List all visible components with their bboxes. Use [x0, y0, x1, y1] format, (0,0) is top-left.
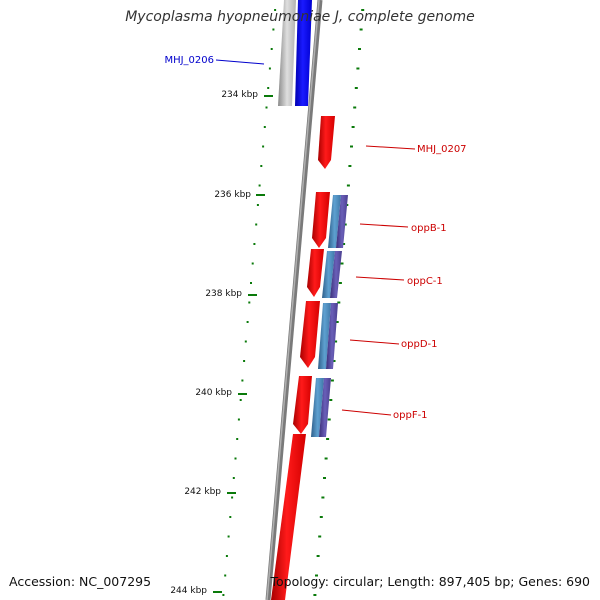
- outer-ring-dots: [313, 9, 365, 596]
- genome-title: Mycoplasma hyopneumoniae J, complete gen…: [125, 9, 475, 25]
- gene-feature-gray[interactable]: [278, 0, 296, 106]
- gene-label-oppb-1[interactable]: oppB-1: [411, 223, 447, 234]
- leader-line: [355, 276, 405, 281]
- inner-ring-dots: [222, 9, 277, 596]
- scale-tick-label: 244 kbp: [170, 586, 207, 596]
- gene-feature-oppd-1[interactable]: [300, 301, 320, 368]
- leader-line: [341, 409, 392, 416]
- gene-feature-mhj-0207[interactable]: [318, 116, 335, 169]
- gene-labels: MHJ_0206 MHJ_0207 oppB-1 oppC-1 oppD-1 o…: [164, 55, 466, 421]
- leader-line: [359, 223, 409, 228]
- gene-feature-oppf-1-slate[interactable]: [319, 378, 331, 437]
- gene-feature-oppc-1[interactable]: [307, 249, 324, 297]
- scale-tick-label: 236 kbp: [214, 190, 251, 200]
- scale-tick-label: 234 kbp: [221, 90, 258, 100]
- gene-label-oppf-1[interactable]: oppF-1: [393, 410, 428, 421]
- accession-text: Accession: NC_007295: [9, 574, 152, 589]
- gene-features: [271, 0, 348, 600]
- scale-tick-label: 240 kbp: [195, 388, 232, 398]
- gene-feature-oppb-1[interactable]: [312, 192, 330, 248]
- genome-backbone: [265, 0, 323, 600]
- gene-feature-oppb-1-steel[interactable]: [328, 195, 341, 248]
- leader-line: [365, 145, 416, 150]
- gene-feature-mhj-0206[interactable]: [295, 0, 312, 106]
- gene-label-oppc-1[interactable]: oppC-1: [407, 276, 443, 287]
- genome-stats-text: Topology: circular; Length: 897,405 bp; …: [270, 574, 591, 589]
- gene-label-mhj-0206[interactable]: MHJ_0206: [164, 55, 214, 66]
- gene-label-oppd-1[interactable]: oppD-1: [401, 339, 437, 350]
- gene-feature-oppc-1-steel[interactable]: [322, 251, 335, 298]
- gene-feature-oppc-1-slate[interactable]: [330, 251, 342, 298]
- gene-feature-oppb-1-slate[interactable]: [336, 195, 348, 248]
- gene-label-mhj-0207[interactable]: MHJ_0207: [417, 144, 467, 155]
- gene-feature-oppf-1-steel[interactable]: [311, 378, 324, 437]
- leader-line: [215, 59, 265, 65]
- scale-tick-label: 242 kbp: [184, 487, 221, 497]
- gene-feature-oppd-1-slate[interactable]: [326, 303, 338, 369]
- scale-tick-label: 238 kbp: [205, 289, 242, 299]
- gene-feature-oppd-1-steel[interactable]: [318, 303, 331, 369]
- gene-feature-long-forward[interactable]: [271, 434, 306, 600]
- scale-ticks: 234 kbp 236 kbp 238 kbp 240 kbp 242 kbp …: [170, 90, 273, 596]
- gene-feature-oppf-1[interactable]: [293, 376, 312, 434]
- leader-line: [349, 339, 400, 345]
